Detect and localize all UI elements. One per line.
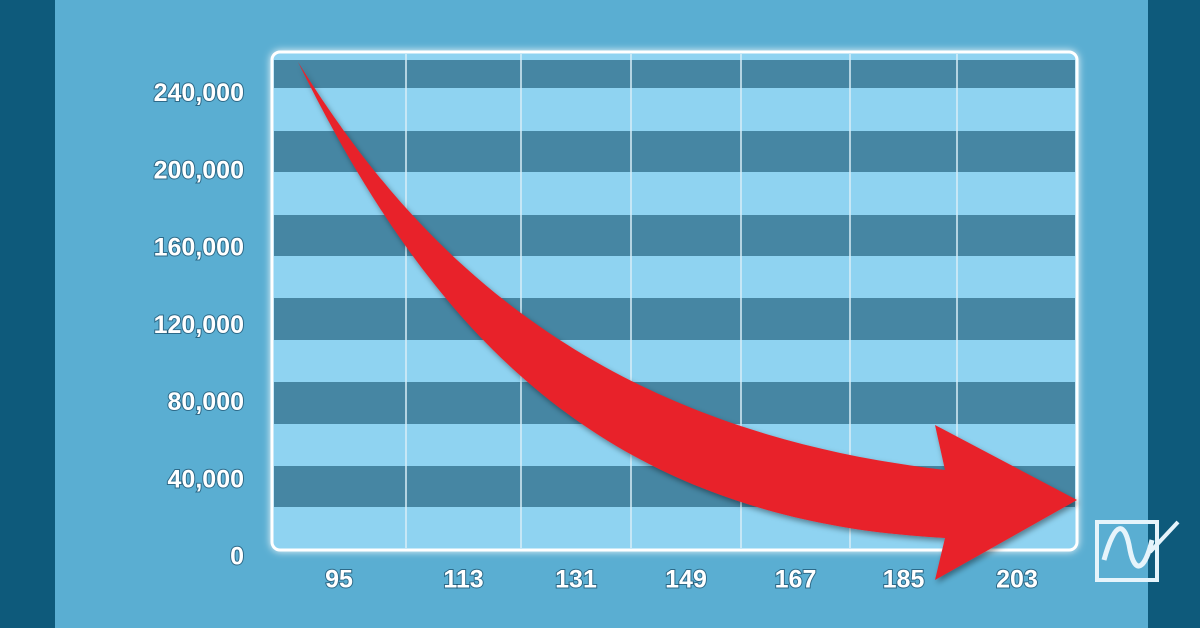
stripe <box>274 298 1075 340</box>
x-tick-label: 167 <box>775 566 817 594</box>
logo-wave <box>1101 526 1155 569</box>
y-tick-label: 120,000 <box>154 311 244 339</box>
x-tick-label: 149 <box>665 566 707 594</box>
logo-check <box>1148 520 1180 554</box>
x-tick-label: 95 <box>325 566 353 594</box>
y-tick-label: 160,000 <box>154 234 244 262</box>
y-tick-label: 240,000 <box>154 79 244 107</box>
stripe <box>274 131 1075 172</box>
y-tick-label: 80,000 <box>168 388 244 416</box>
logo <box>1095 520 1180 582</box>
x-tick-label: 113 <box>443 566 483 594</box>
trend-arrow <box>298 62 1077 580</box>
x-tick-label: 203 <box>996 566 1038 594</box>
x-tick-label: 131 <box>555 566 597 594</box>
y-tick-label: 200,000 <box>154 156 244 184</box>
y-tick-label: 0 <box>230 543 244 571</box>
x-tick-label: 185 <box>883 566 925 594</box>
logo-frame <box>1095 520 1159 582</box>
stripe <box>274 60 1075 88</box>
column-dividers <box>405 54 958 548</box>
y-tick-label: 40,000 <box>168 465 244 493</box>
